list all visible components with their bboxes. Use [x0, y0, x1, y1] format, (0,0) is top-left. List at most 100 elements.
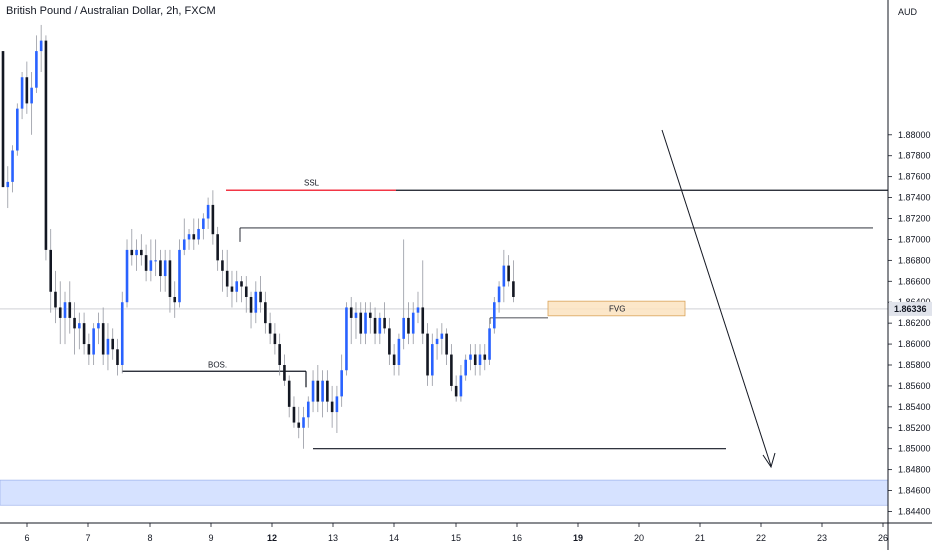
candle-body: [49, 249, 52, 292]
y-tick-label: 1.88000: [898, 130, 931, 140]
candle-body: [25, 77, 29, 104]
candle-body: [87, 344, 91, 355]
candle: [54, 270, 57, 324]
candle-body: [268, 323, 272, 334]
candle-body: [154, 260, 157, 262]
candle: [278, 333, 281, 376]
candle: [497, 281, 501, 313]
x-tick-label: 12: [267, 533, 277, 543]
candle: [130, 228, 134, 266]
candle-body: [82, 323, 86, 345]
candle-body: [306, 401, 310, 418]
candle-body: [368, 312, 372, 318]
candle-body: [450, 354, 453, 386]
candle-body: [182, 239, 186, 250]
candle-body: [63, 302, 67, 318]
candle-body: [497, 286, 501, 303]
candle: [254, 281, 258, 324]
candle: [178, 239, 181, 308]
candle-body: [435, 338, 439, 345]
candle-body: [297, 422, 301, 428]
y-tick-label: 1.86600: [898, 276, 931, 286]
candle: [373, 307, 377, 345]
candle-body: [240, 281, 243, 287]
y-tick-label: 1.86200: [898, 318, 931, 328]
x-tick-label: 6: [24, 533, 29, 543]
candle-body: [483, 354, 487, 360]
candle-body: [349, 307, 353, 318]
candle-body: [354, 312, 358, 318]
last-price-badge: [889, 301, 932, 316]
candle-body: [488, 328, 491, 360]
candle: [349, 296, 353, 345]
candle: [311, 370, 315, 413]
candle-body: [273, 333, 277, 345]
candles: [1, 24, 515, 449]
candle: [244, 276, 248, 313]
y-tick-label: 1.86000: [898, 339, 931, 349]
candle: [359, 302, 363, 345]
candle: [106, 323, 110, 371]
candle-body: [20, 77, 24, 109]
candle: [473, 344, 477, 376]
y-tick-label: 1.84600: [898, 486, 931, 496]
annotations: SSL BOS. FVG: [122, 129, 888, 469]
candle: [364, 302, 367, 345]
x-tick-label: 15: [451, 533, 461, 543]
candle-body: [197, 228, 200, 240]
candle-body: [39, 40, 43, 52]
candle-body: [316, 380, 320, 402]
x-tick-label: 9: [208, 533, 213, 543]
y-tick-label: 1.84800: [898, 465, 931, 475]
candle-body: [445, 333, 448, 355]
candle-body: [16, 108, 19, 151]
candle-body: [116, 349, 119, 365]
y-tick-label: 1.87400: [898, 193, 931, 203]
candle-body: [78, 323, 81, 329]
candle: [240, 276, 243, 303]
candle: [416, 291, 420, 324]
candle: [321, 370, 324, 418]
candle-body: [407, 317, 410, 334]
candle-body: [397, 338, 401, 365]
x-tick-label: 8: [147, 533, 152, 543]
candle: [483, 344, 487, 371]
candle-body: [283, 364, 286, 381]
candle-body: [326, 380, 329, 402]
candle: [168, 249, 172, 313]
candle: [221, 249, 224, 292]
candle: [225, 249, 229, 297]
x-tick-label: 20: [634, 533, 644, 543]
candle: [230, 270, 234, 308]
candle: [264, 291, 267, 334]
candle-body: [163, 260, 167, 277]
candle: [426, 323, 429, 386]
candle-body: [168, 260, 172, 297]
candle: [39, 24, 43, 73]
candle-body: [68, 302, 72, 318]
candle: [101, 307, 105, 365]
candle: [125, 239, 129, 308]
candle: [163, 249, 167, 292]
candle: [340, 354, 343, 407]
candle: [187, 228, 191, 250]
candle: [454, 375, 458, 402]
y-tick-label: 1.87600: [898, 172, 931, 182]
candle: [206, 197, 210, 229]
plot-area: [0, 308, 889, 506]
candle: [58, 281, 62, 345]
candle: [459, 364, 463, 402]
candle: [287, 375, 291, 418]
candle: [335, 385, 339, 434]
candle-body: [225, 270, 229, 287]
candle: [507, 255, 510, 287]
candle: [87, 333, 91, 365]
candle: [397, 333, 401, 376]
candle: [97, 312, 100, 345]
candle: [111, 328, 115, 360]
candle: [316, 364, 320, 413]
candle: [202, 213, 205, 240]
candle: [216, 226, 219, 271]
candle: [92, 323, 95, 365]
